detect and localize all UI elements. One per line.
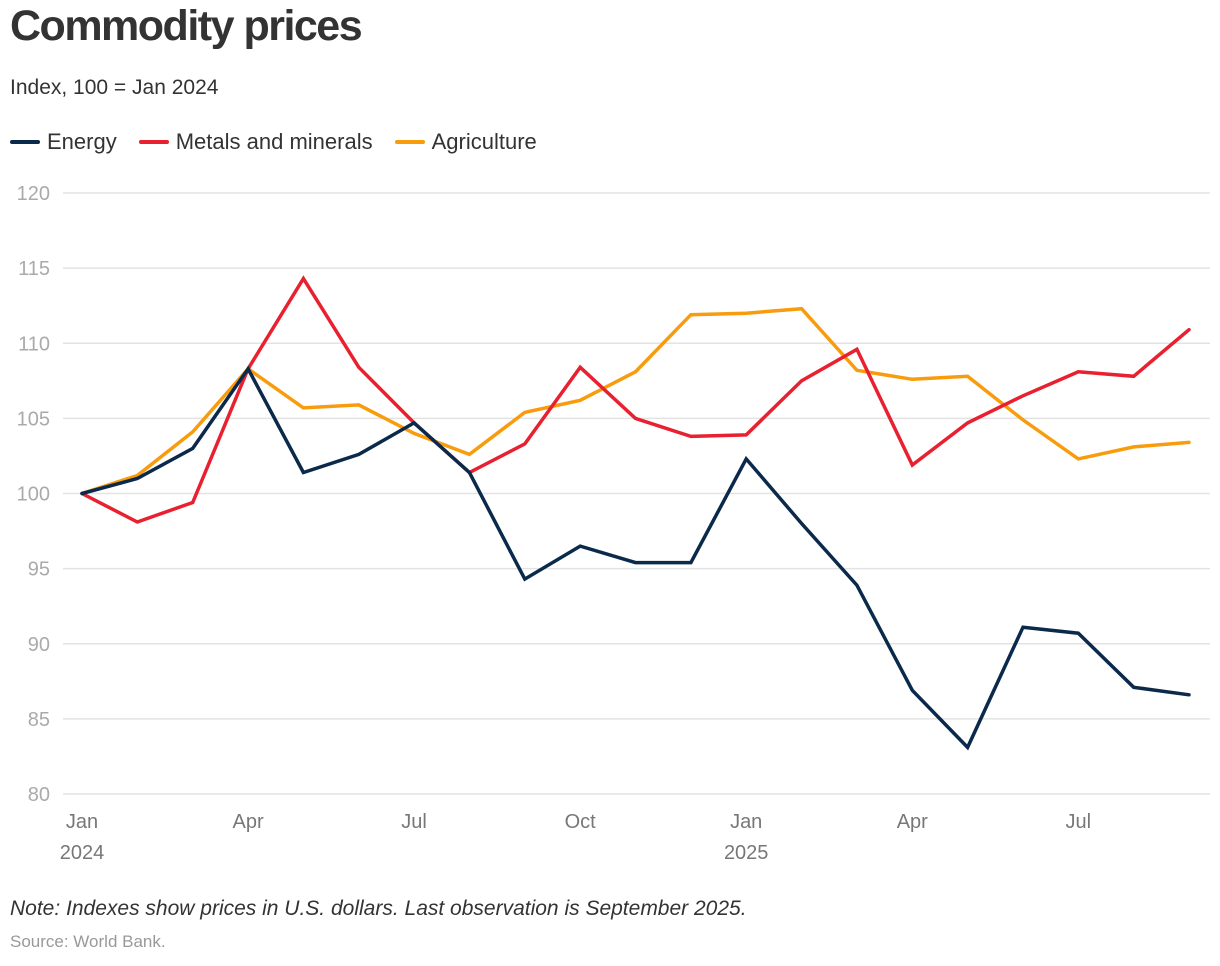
y-tick-label: 85 <box>28 709 50 731</box>
x-axis: Jan 2024 Apr Jul Oct Jan 2025 Apr Jul <box>60 811 1091 864</box>
y-tick-label: 105 <box>17 408 50 430</box>
y-tick-label: 115 <box>18 258 50 280</box>
legend-item-metals[interactable]: Metals and minerals <box>138 129 373 155</box>
x-tick-year-label: 2025 <box>724 842 769 864</box>
series-line-metals <box>80 275 1191 524</box>
x-tick-label: Jan <box>730 811 762 833</box>
legend-swatch-agriculture <box>394 140 425 144</box>
legend: Energy Metals and minerals Agriculture <box>10 129 559 155</box>
x-tick-label: Jul <box>1066 811 1092 833</box>
legend-swatch-energy <box>10 140 40 144</box>
y-tick-label: 95 <box>28 559 50 581</box>
chart-title: Commodity prices <box>10 2 363 50</box>
gridlines <box>63 192 1210 795</box>
legend-label-agriculture: Agriculture <box>431 129 537 154</box>
legend-label-metals: Metals and minerals <box>175 129 373 154</box>
legend-swatch-metals <box>138 140 169 144</box>
y-tick-label: 120 <box>17 183 50 205</box>
y-tick-label: 110 <box>18 333 50 355</box>
x-tick-label: Jan <box>66 811 98 833</box>
chart-note: Note: Indexes show prices in U.S. dollar… <box>10 897 747 920</box>
series-line-agriculture <box>80 306 1191 496</box>
y-tick-label: 90 <box>28 634 50 656</box>
legend-item-energy[interactable]: Energy <box>10 129 117 155</box>
x-tick-label: Apr <box>232 811 263 833</box>
x-tick-label: Jul <box>401 811 427 833</box>
y-axis: 80 85 90 95 100 105 110 115 120 <box>17 183 50 806</box>
y-tick-label: 100 <box>17 484 50 506</box>
chart-source: Source: World Bank. <box>10 932 166 951</box>
legend-item-agriculture[interactable]: Agriculture <box>394 129 537 155</box>
series-lines <box>80 275 1191 751</box>
legend-label-energy: Energy <box>47 129 117 154</box>
chart-subtitle: Index, 100 = Jan 2024 <box>10 76 219 99</box>
x-tick-year-label: 2024 <box>60 842 105 864</box>
series-line-energy <box>80 365 1191 751</box>
y-tick-label: 80 <box>28 784 50 806</box>
x-tick-label: Apr <box>897 811 928 833</box>
line-chart: 80 85 90 95 100 105 110 115 120 Jan 2024 Apr Jul Oct… <box>17 183 1210 864</box>
x-tick-label: Oct <box>565 811 597 833</box>
